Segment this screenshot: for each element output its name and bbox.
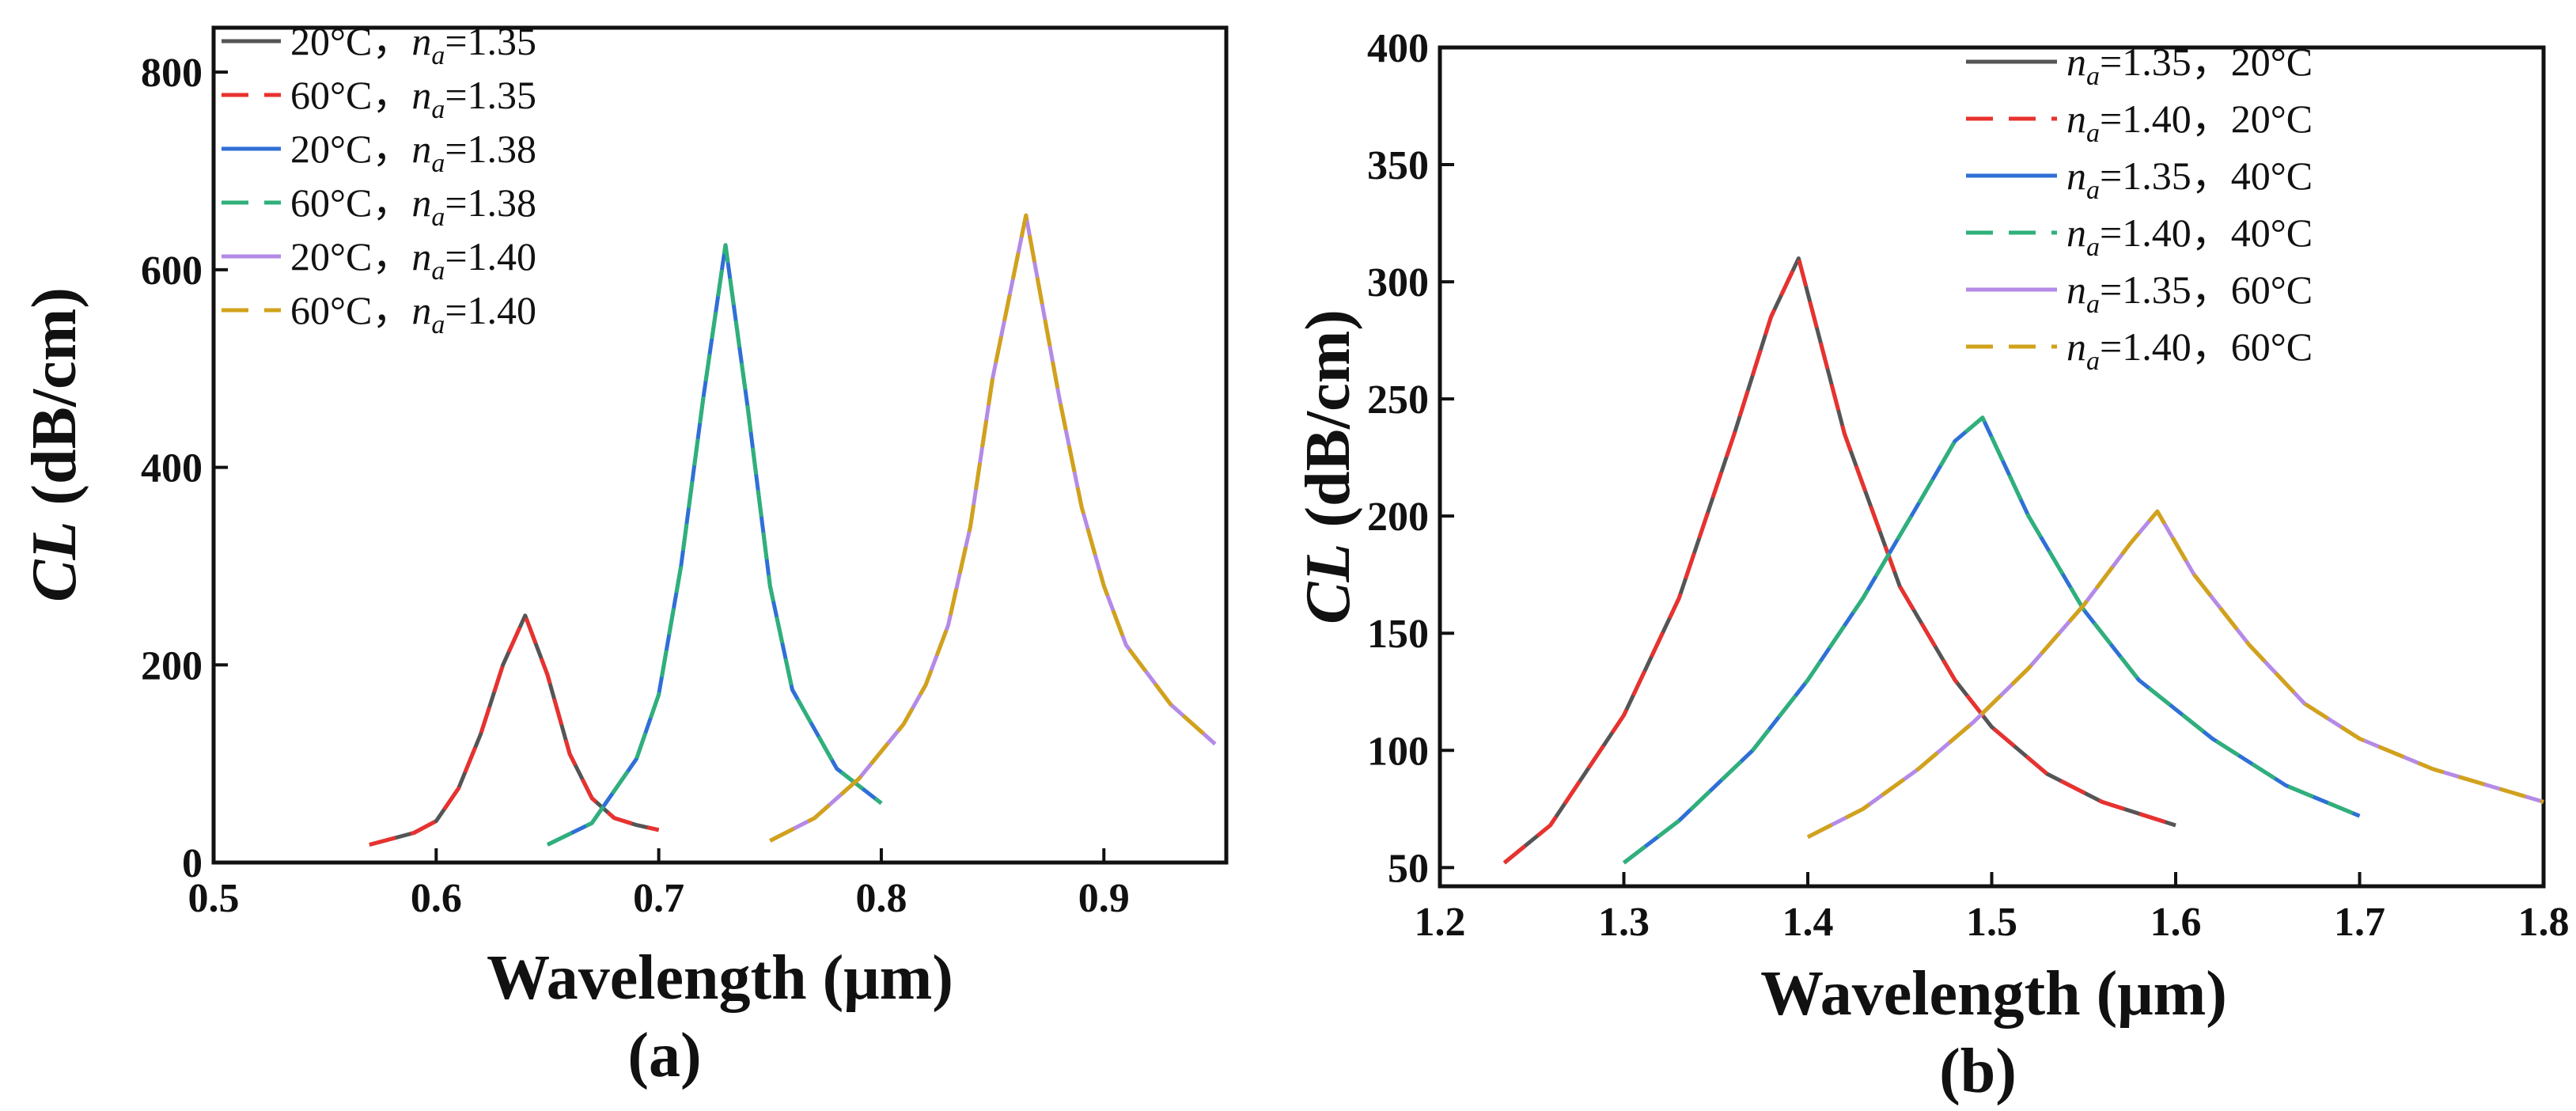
chart-a: 0.5 0.6 0.7 0.8 0.9 0 200 400 600 800 20°C，na=1.3… xyxy=(20,19,1229,1090)
chart-a-legend-label-1: 60°C，na=1.35 xyxy=(290,73,536,124)
chart-b-series-1 xyxy=(1502,256,2176,865)
chart-b: 1.2 1.3 1.4 1.5 1.6 1.7 1.8 50 100 150 200 250 300 35… xyxy=(1294,26,2570,1106)
chart-a-plot-frame xyxy=(211,25,1229,865)
chart-b-series-5 xyxy=(1806,509,2544,840)
chart-a-legend-label-4: 20°C，na=1.40 xyxy=(290,234,536,286)
chart-b-x-tick-label: 1.6 xyxy=(2150,900,2202,945)
chart-a-legend-label-2: 20°C，na=1.38 xyxy=(290,127,536,178)
chart-b-y-tick-label: 300 xyxy=(1367,260,1429,305)
chart-b-legend-label-5: na=1.40，60°C xyxy=(2066,324,2313,376)
chart-b-x-tick-label: 1.4 xyxy=(1782,900,1834,945)
chart-b-series-group xyxy=(1502,256,2544,865)
chart-b-x-tick-label: 1.3 xyxy=(1598,900,1650,945)
chart-b-legend-label-1: na=1.40，20°C xyxy=(2066,97,2313,148)
chart-a-y-tick-label: 800 xyxy=(141,51,203,96)
chart-b-y-tick-label: 150 xyxy=(1367,612,1429,657)
chart-a-y-tick-label: 600 xyxy=(141,248,203,294)
chart-b-y-tick-label: 350 xyxy=(1367,143,1429,188)
chart-a-x-tick-label: 0.8 xyxy=(855,876,907,921)
chart-a-legend-label-3: 60°C，na=1.38 xyxy=(290,180,536,232)
chart-a-legend-label-5: 60°C，na=1.40 xyxy=(290,288,536,339)
chart-b-y-axis-label: CL (dB/cm) xyxy=(1294,309,1363,624)
chart-b-x-tick-label: 1.8 xyxy=(2518,900,2570,945)
chart-a-series-0 xyxy=(369,613,660,847)
chart-a-series-4 xyxy=(769,213,1217,843)
chart-b-y-tick-label: 400 xyxy=(1367,26,1429,71)
chart-a-x-tick-label: 0.7 xyxy=(633,876,684,921)
chart-a-legend-label-0: 20°C，na=1.35 xyxy=(290,19,536,70)
chart-b-x-tick-label: 1.2 xyxy=(1415,900,1466,945)
chart-a-x-tick-label: 0.9 xyxy=(1078,876,1130,921)
chart-b-legend-label-3: na=1.40，40°C xyxy=(2066,210,2313,262)
chart-b-legend-label-2: na=1.35，40°C xyxy=(2066,154,2313,205)
chart-b-series-3 xyxy=(1622,415,2361,865)
chart-a-panel-label: (a) xyxy=(627,1021,701,1090)
chart-b-x-tick-label: 1.7 xyxy=(2334,900,2385,945)
chart-b-legend-label-4: na=1.35，60°C xyxy=(2066,267,2313,319)
chart-a-x-tick-label: 0.5 xyxy=(188,876,240,921)
chart-a-series-1 xyxy=(369,613,660,847)
chart-a-y-tick-label: 0 xyxy=(182,841,203,886)
chart-b-y-tick-label: 50 xyxy=(1388,846,1429,891)
chart-a-legend: 20°C，na=1.3560°C，na=1.3520°C，na=1.3860°C… xyxy=(222,19,536,339)
chart-b-series-2 xyxy=(1622,415,2361,865)
chart-b-legend: na=1.35，20°Cna=1.40，20°Cna=1.35，40°Cna=1… xyxy=(1966,40,2313,376)
chart-b-y-tick-label: 200 xyxy=(1367,495,1429,540)
chart-a-y-axis-label: CL (dB/cm) xyxy=(20,287,89,602)
chart-a-series-group xyxy=(369,213,1217,847)
chart-b-y-tick-label: 100 xyxy=(1367,729,1429,774)
chart-b-panel-label: (b) xyxy=(1939,1037,2017,1106)
chart-b-y-tick-label: 250 xyxy=(1367,377,1429,423)
chart-a-x-tick-label: 0.6 xyxy=(411,876,462,921)
chart-a-y-tick-label: 400 xyxy=(141,446,203,491)
chart-b-x-tick-label: 1.5 xyxy=(1966,900,2017,945)
chart-b-legend-label-0: na=1.35，20°C xyxy=(2066,40,2313,91)
chart-a-y-tick-label: 200 xyxy=(141,643,203,688)
chart-a-series-3 xyxy=(546,243,883,847)
chart-a-x-axis-label: Wavelength (μm) xyxy=(487,943,953,1013)
chart-b-x-axis-label: Wavelength (μm) xyxy=(1760,959,2227,1029)
chart-b-series-4 xyxy=(1806,509,2544,840)
chart-b-plot-frame xyxy=(1438,45,2546,889)
chart-a-series-5 xyxy=(769,213,1217,843)
